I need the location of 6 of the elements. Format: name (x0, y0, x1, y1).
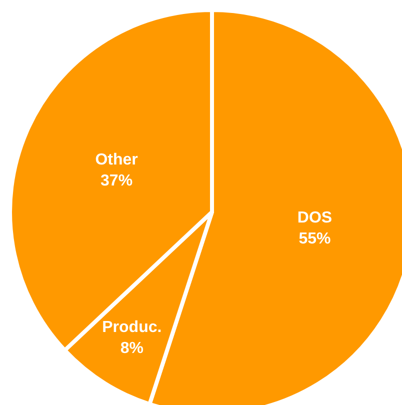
slice-label: Other (95, 152, 138, 169)
data-label: 8% (120, 340, 144, 358)
data-label: 37% (100, 172, 133, 190)
slice-label: Produc. (102, 319, 162, 336)
slice-label: DOS (297, 209, 332, 226)
data-label: 55% (298, 230, 331, 248)
